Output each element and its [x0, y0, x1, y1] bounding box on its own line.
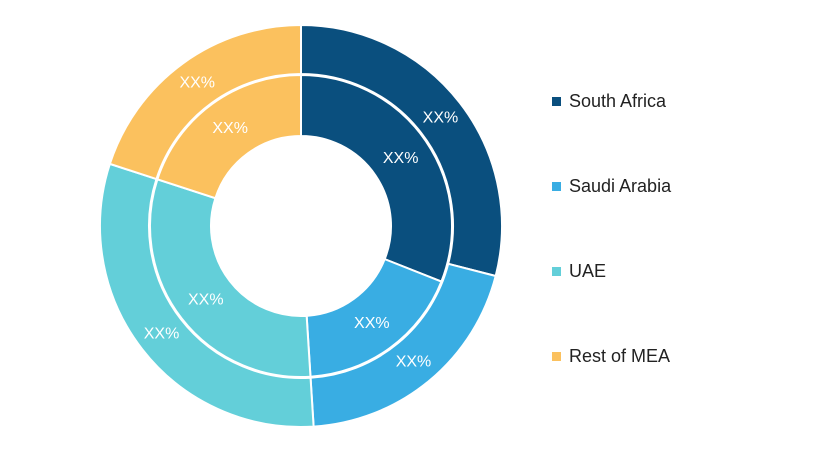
legend-item-uae: UAE [552, 258, 671, 284]
legend-item-south-africa: South Africa [552, 88, 671, 114]
outer-label-saudi-arabia: XX% [396, 353, 432, 370]
donut-chart: XX% XX% XX% XX% XX% XX% XX% XX% [99, 23, 503, 428]
legend-label: South Africa [569, 90, 667, 111]
legend-swatch [552, 96, 561, 106]
inner-slice-rest-of-mea [156, 73, 302, 200]
legend-label: Rest of MEA [569, 345, 671, 366]
legend-label: Saudi Arabia [569, 175, 672, 196]
legend-swatch [552, 181, 561, 191]
legend-item-rest-of-mea: Rest of MEA [552, 343, 671, 369]
legend-item-saudi-arabia: Saudi Arabia [552, 173, 671, 199]
legend-swatch [552, 351, 561, 361]
outer-label-rest-of-mea: XX% [179, 75, 215, 92]
inner-label-saudi-arabia: XX% [354, 315, 390, 332]
inner-slice-uae [149, 178, 312, 378]
inner-label-rest-of-mea: XX% [212, 120, 248, 137]
legend-swatch [552, 266, 561, 276]
inner-label-south-africa: XX% [383, 150, 419, 167]
legend: South Africa Saudi Arabia UAE Rest of ME… [552, 88, 671, 428]
legend-label: UAE [569, 260, 607, 281]
inner-label-uae: XX% [188, 291, 224, 308]
outer-label-south-africa: XX% [423, 109, 459, 126]
outer-label-uae: XX% [144, 326, 180, 343]
inner-slice-south-africa [300, 73, 453, 283]
